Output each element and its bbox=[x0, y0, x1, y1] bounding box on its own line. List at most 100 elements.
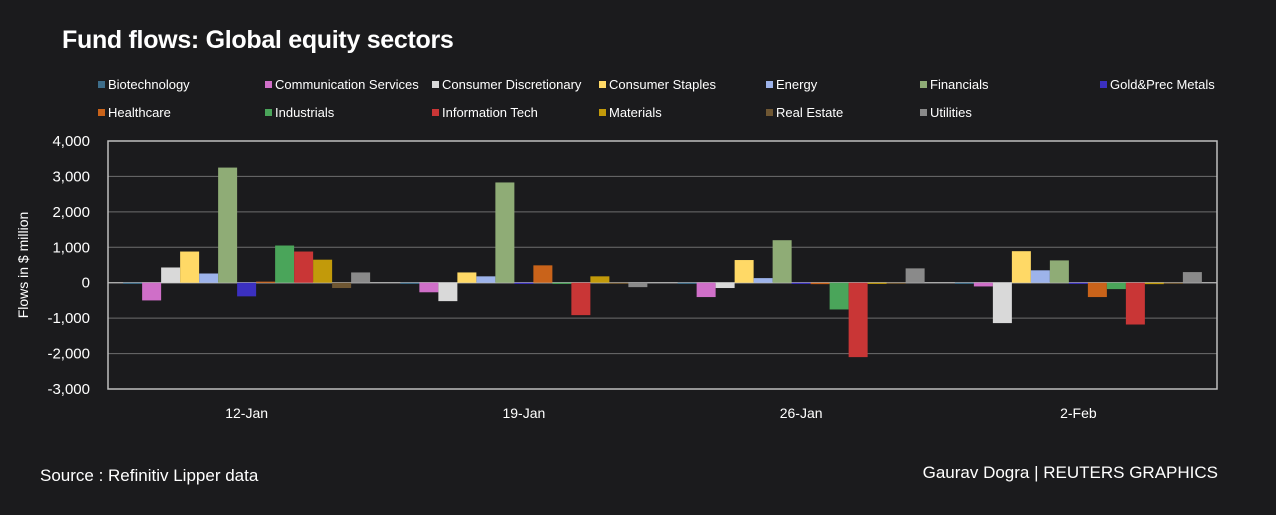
legend-swatch bbox=[432, 81, 439, 88]
chart-title: Fund flows: Global equity sectors bbox=[62, 26, 454, 54]
bar-real-estate-2-feb bbox=[1163, 282, 1183, 284]
plot-frame bbox=[107, 140, 1218, 390]
y-axis-ticks: 4,000 3,000 2,000 1,000 0 -1,000 -2,000 -3,000 bbox=[47, 133, 90, 398]
bar-communication-services-26-jan bbox=[696, 282, 716, 298]
bar-industrials-2-feb bbox=[1106, 282, 1126, 290]
legend-item-utilities: Utilities bbox=[920, 105, 972, 120]
legend-swatch bbox=[98, 81, 105, 88]
bar-gold-prec-metals-2-feb bbox=[1068, 282, 1088, 284]
legend-label: Information Tech bbox=[442, 105, 538, 120]
x-tick-label: 26-Jan bbox=[780, 405, 823, 421]
bar-energy-12-jan bbox=[199, 273, 219, 283]
legend-item-biotechnology: Biotechnology bbox=[98, 77, 190, 92]
bar-gold-prec-metals-26-jan bbox=[791, 282, 811, 284]
bar-real-estate-19-jan bbox=[609, 282, 629, 284]
bar-materials-12-jan bbox=[313, 259, 333, 283]
bar-industrials-19-jan bbox=[552, 282, 572, 284]
legend-item-materials: Materials bbox=[599, 105, 662, 120]
legend-label: Gold&Prec Metals bbox=[1110, 77, 1215, 92]
legend-item-financials: Financials bbox=[920, 77, 989, 92]
y-axis-title: Flows in $ million bbox=[15, 212, 31, 319]
bar-information-tech-12-jan bbox=[294, 251, 314, 283]
bar-materials-19-jan bbox=[590, 276, 610, 283]
bar-consumer-staples-12-jan bbox=[180, 251, 200, 283]
legend-label: Industrials bbox=[275, 105, 335, 120]
bar-consumer-staples-19-jan bbox=[457, 272, 477, 283]
legend-item-consumer-staples: Consumer Staples bbox=[599, 77, 716, 92]
legend-label: Communication Services bbox=[275, 77, 419, 92]
bar-healthcare-26-jan bbox=[810, 282, 830, 285]
bar-consumer-discretionary-12-jan bbox=[161, 267, 181, 283]
bar-communication-services-19-jan bbox=[419, 282, 439, 293]
bar-real-estate-12-jan bbox=[332, 282, 352, 289]
y-tick-label: 2,000 bbox=[52, 204, 90, 221]
legend-label: Consumer Discretionary bbox=[442, 77, 582, 92]
legend-label: Energy bbox=[776, 77, 818, 92]
bar-energy-26-jan bbox=[753, 278, 773, 283]
bar-consumer-staples-2-feb bbox=[1011, 251, 1031, 283]
y-tick-label: 0 bbox=[82, 275, 90, 292]
bar-biotechnology-19-jan bbox=[400, 282, 420, 284]
legend-item-information-tech: Information Tech bbox=[432, 105, 538, 120]
bar-energy-19-jan bbox=[476, 276, 496, 283]
bar-biotechnology-2-feb bbox=[954, 282, 974, 284]
bar-financials-19-jan bbox=[495, 182, 515, 283]
legend-swatch bbox=[265, 81, 272, 88]
bar-real-estate-26-jan bbox=[886, 282, 906, 284]
source-note: Source : Refinitiv Lipper data bbox=[40, 466, 259, 485]
x-tick-label: 12-Jan bbox=[225, 405, 268, 421]
bar-materials-2-feb bbox=[1144, 282, 1164, 285]
legend-swatch bbox=[599, 109, 606, 116]
bar-consumer-discretionary-19-jan bbox=[438, 282, 458, 302]
legend-swatch bbox=[432, 109, 439, 116]
legend-item-consumer-discretionary: Consumer Discretionary bbox=[432, 77, 581, 92]
bar-healthcare-19-jan bbox=[533, 265, 553, 283]
legend-swatch bbox=[98, 109, 105, 116]
legend-label: Consumer Staples bbox=[609, 77, 716, 92]
legend-swatch bbox=[766, 109, 773, 116]
legend-item-industrials: Industrials bbox=[265, 105, 334, 120]
x-tick-label: 2-Feb bbox=[1060, 405, 1097, 421]
legend-label: Healthcare bbox=[108, 105, 171, 120]
y-tick-label: 4,000 bbox=[52, 133, 90, 150]
legend-item-communication-services: Communication Services bbox=[265, 77, 419, 92]
bar-utilities-12-jan bbox=[351, 272, 371, 283]
bar-gold-prec-metals-19-jan bbox=[514, 282, 534, 284]
legend-item-real-estate: Real Estate bbox=[766, 105, 843, 120]
y-tick-label: -2,000 bbox=[47, 346, 90, 363]
bar-biotechnology-26-jan bbox=[677, 282, 697, 284]
bar-industrials-12-jan bbox=[275, 245, 295, 283]
bar-information-tech-2-feb bbox=[1125, 282, 1145, 325]
bar-communication-services-12-jan bbox=[142, 282, 162, 301]
bar-consumer-staples-26-jan bbox=[734, 260, 754, 283]
legend-item-energy: Energy bbox=[766, 77, 817, 92]
legend-label: Biotechnology bbox=[108, 77, 190, 92]
legend-swatch bbox=[1100, 81, 1107, 88]
y-tick-label: 3,000 bbox=[52, 168, 90, 185]
bar-information-tech-19-jan bbox=[571, 282, 591, 316]
legend-item-gold-prec-metals: Gold&Prec Metals bbox=[1100, 77, 1215, 92]
legend-swatch bbox=[599, 81, 606, 88]
legend-swatch bbox=[920, 81, 927, 88]
x-tick-label: 19-Jan bbox=[502, 405, 545, 421]
bar-gold-prec-metals-12-jan bbox=[237, 282, 257, 297]
legend-label: Utilities bbox=[930, 105, 972, 120]
legend-label: Materials bbox=[609, 105, 662, 120]
x-axis-categories: 12-Jan 19-Jan 26-Jan 2-Feb bbox=[225, 405, 1097, 421]
y-tick-label: -1,000 bbox=[47, 310, 90, 327]
bar-consumer-discretionary-26-jan bbox=[715, 282, 735, 289]
bar-industrials-26-jan bbox=[829, 282, 849, 310]
credit-note: Gaurav Dogra | REUTERS GRAPHICS bbox=[922, 463, 1218, 482]
bar-information-tech-26-jan bbox=[848, 282, 868, 358]
bar-healthcare-2-feb bbox=[1087, 282, 1107, 298]
y-tick-label: -3,000 bbox=[47, 381, 90, 398]
bar-healthcare-12-jan bbox=[256, 281, 276, 283]
bar-biotechnology-12-jan bbox=[123, 282, 143, 284]
legend-swatch bbox=[766, 81, 773, 88]
legend-item-healthcare: Healthcare bbox=[98, 105, 171, 120]
legend-label: Financials bbox=[930, 77, 989, 92]
legend-label: Real Estate bbox=[776, 105, 844, 120]
bar-communication-services-2-feb bbox=[973, 282, 993, 287]
bar-utilities-26-jan bbox=[905, 268, 925, 283]
